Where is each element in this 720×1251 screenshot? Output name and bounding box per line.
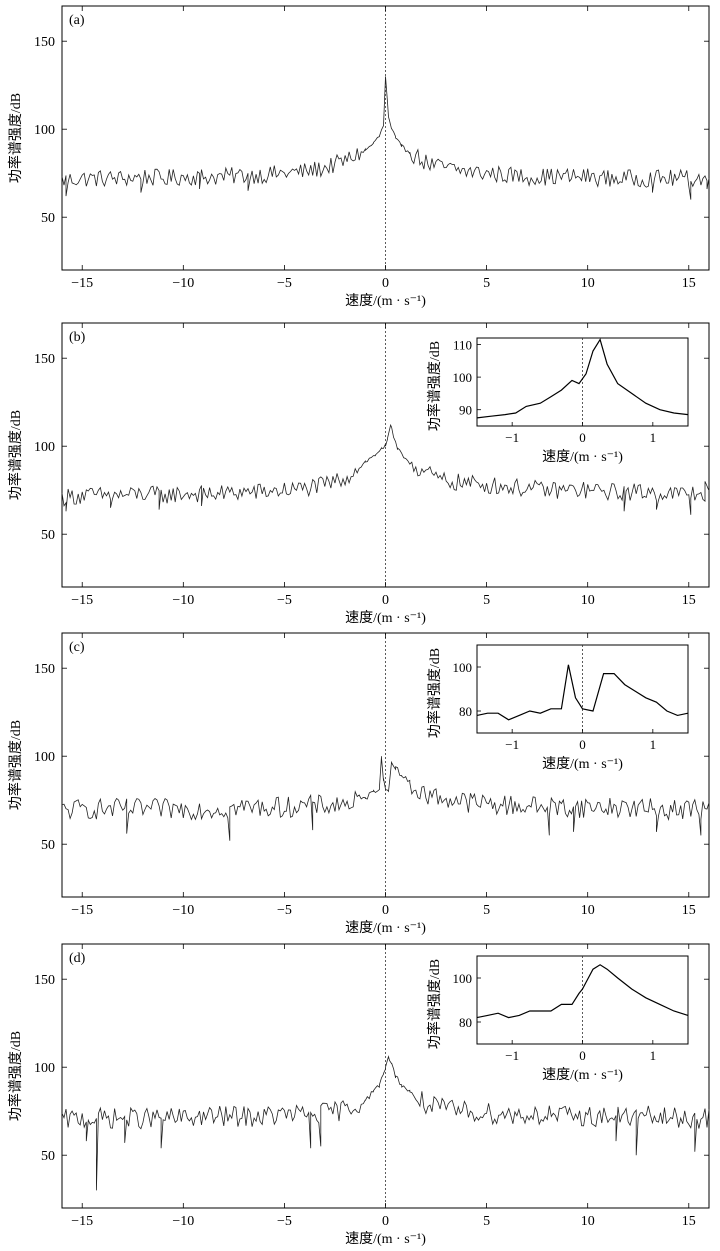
x-axis-label: 速度/(m · s⁻¹) bbox=[345, 1231, 426, 1247]
inset-y-tick-label: 80 bbox=[459, 704, 472, 719]
y-tick-label: 100 bbox=[34, 1061, 55, 1076]
chart-panel-a: −15 −10 −5 0 5 10 15 50 100 150 速度/(m · s⁻¹) 功率谱强度/… bbox=[7, 5, 710, 309]
y-axis-label: 功率谱强度/dB bbox=[7, 1031, 24, 1121]
x-tick-label: 5 bbox=[483, 276, 490, 291]
y-tick-label: 150 bbox=[34, 973, 55, 988]
y-axis-label: 功率谱强度/dB bbox=[7, 93, 24, 183]
inset-y-axis-label: 功率谱强度/dB bbox=[426, 341, 443, 431]
spectrum-trace bbox=[61, 1055, 710, 1191]
panel-label: (b) bbox=[69, 330, 86, 345]
inset-spectrum-trace bbox=[476, 964, 689, 1019]
spectrum-trace bbox=[61, 76, 710, 200]
x-axis-label: 速度/(m · s⁻¹) bbox=[345, 293, 426, 309]
y-tick-label: 150 bbox=[34, 352, 55, 367]
inset-spectrum-trace bbox=[476, 664, 689, 721]
x-tick-label: 5 bbox=[483, 593, 490, 608]
x-tick-label: −15 bbox=[71, 593, 93, 608]
inset-x-tick-label: −1 bbox=[505, 1048, 519, 1063]
inset-x-tick-label: 0 bbox=[579, 1048, 586, 1063]
inset-spectrum-trace bbox=[476, 338, 689, 419]
inset-y-axis-label: 功率谱强度/dB bbox=[426, 648, 443, 738]
inset-x-tick-label: 0 bbox=[579, 737, 586, 752]
y-axis-label: 功率谱强度/dB bbox=[7, 410, 24, 500]
x-tick-label: 10 bbox=[581, 593, 595, 608]
x-tick-label: −5 bbox=[277, 593, 292, 608]
y-tick-label: 150 bbox=[34, 662, 55, 677]
x-tick-label: −10 bbox=[172, 903, 194, 918]
x-tick-label: 0 bbox=[382, 593, 389, 608]
x-tick-label: −5 bbox=[277, 276, 292, 291]
y-axis-label: 功率谱强度/dB bbox=[7, 720, 24, 810]
inset-x-axis-label: 速度/(m · s⁻¹) bbox=[542, 449, 623, 465]
x-tick-label: −15 bbox=[71, 1214, 93, 1229]
panel-label: (d) bbox=[69, 951, 86, 966]
x-tick-label: 15 bbox=[682, 1214, 696, 1229]
x-tick-label: 10 bbox=[581, 1214, 595, 1229]
inset-x-tick-label: 0 bbox=[579, 430, 586, 445]
x-tick-label: −15 bbox=[71, 276, 93, 291]
inset-y-tick-label: 90 bbox=[459, 403, 472, 418]
spectrum-trace bbox=[61, 423, 710, 515]
inset-x-tick-label: −1 bbox=[505, 430, 519, 445]
y-tick-label: 100 bbox=[34, 123, 55, 138]
x-tick-label: −15 bbox=[71, 903, 93, 918]
inset-x-tick-label: 1 bbox=[650, 430, 657, 445]
inset-y-axis-label: 功率谱强度/dB bbox=[426, 959, 443, 1049]
x-tick-label: 15 bbox=[682, 903, 696, 918]
x-tick-label: 10 bbox=[581, 903, 595, 918]
x-tick-label: 5 bbox=[483, 903, 490, 918]
panel-label: (a) bbox=[69, 13, 85, 28]
x-tick-label: −10 bbox=[172, 593, 194, 608]
inset-y-tick-label: 100 bbox=[453, 660, 473, 675]
panel-label: (c) bbox=[69, 640, 85, 655]
y-tick-label: 50 bbox=[41, 1149, 55, 1164]
inset-chart: −1 0 1 90 100 110 速度/(m · s⁻¹) 功率谱强度/dB bbox=[426, 337, 689, 465]
spectrum-trace bbox=[61, 756, 710, 841]
inset-chart: −1 0 1 80 100 速度/(m · s⁻¹) 功率谱强度/dB bbox=[426, 644, 689, 772]
x-axis-label: 速度/(m · s⁻¹) bbox=[345, 610, 426, 626]
y-tick-label: 50 bbox=[41, 838, 55, 853]
inset-x-axis-label: 速度/(m · s⁻¹) bbox=[542, 756, 623, 772]
inset-chart: −1 0 1 80 100 速度/(m · s⁻¹) 功率谱强度/dB bbox=[426, 955, 689, 1083]
x-tick-label: −5 bbox=[277, 1214, 292, 1229]
x-axis-label: 速度/(m · s⁻¹) bbox=[345, 920, 426, 936]
x-tick-label: −10 bbox=[172, 1214, 194, 1229]
x-tick-label: 0 bbox=[382, 903, 389, 918]
x-tick-label: 15 bbox=[682, 593, 696, 608]
inset-x-tick-label: −1 bbox=[505, 737, 519, 752]
y-tick-label: 100 bbox=[34, 440, 55, 455]
y-tick-label: 100 bbox=[34, 750, 55, 765]
x-tick-label: 10 bbox=[581, 276, 595, 291]
x-tick-label: 5 bbox=[483, 1214, 490, 1229]
inset-x-tick-label: 1 bbox=[650, 737, 657, 752]
x-tick-label: 0 bbox=[382, 276, 389, 291]
x-tick-label: 15 bbox=[682, 276, 696, 291]
inset-y-tick-label: 100 bbox=[453, 971, 473, 986]
y-tick-label: 50 bbox=[41, 211, 55, 226]
x-tick-label: 0 bbox=[382, 1214, 389, 1229]
x-tick-label: −5 bbox=[277, 903, 292, 918]
x-tick-label: −10 bbox=[172, 276, 194, 291]
inset-y-tick-label: 110 bbox=[453, 338, 472, 353]
y-tick-label: 50 bbox=[41, 528, 55, 543]
inset-y-tick-label: 80 bbox=[459, 1015, 472, 1030]
inset-x-tick-label: 1 bbox=[650, 1048, 657, 1063]
inset-y-tick-label: 100 bbox=[453, 370, 473, 385]
inset-x-axis-label: 速度/(m · s⁻¹) bbox=[542, 1067, 623, 1083]
y-tick-label: 150 bbox=[34, 35, 55, 50]
